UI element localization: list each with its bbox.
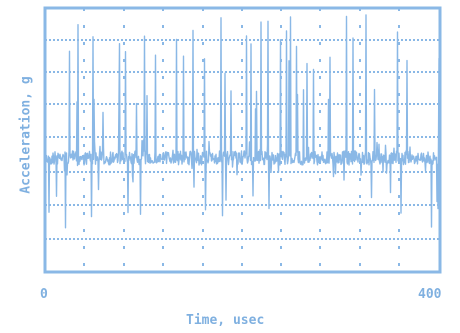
x-tick-label-400: 400 (418, 287, 442, 302)
x-axis-label: Time, usec (186, 313, 265, 328)
x-tick-label-0: 0 (40, 287, 48, 302)
y-axis-label: Acceleration, g (18, 76, 34, 194)
plot-frame (43, 6, 442, 274)
acceleration-trace (44, 14, 441, 229)
